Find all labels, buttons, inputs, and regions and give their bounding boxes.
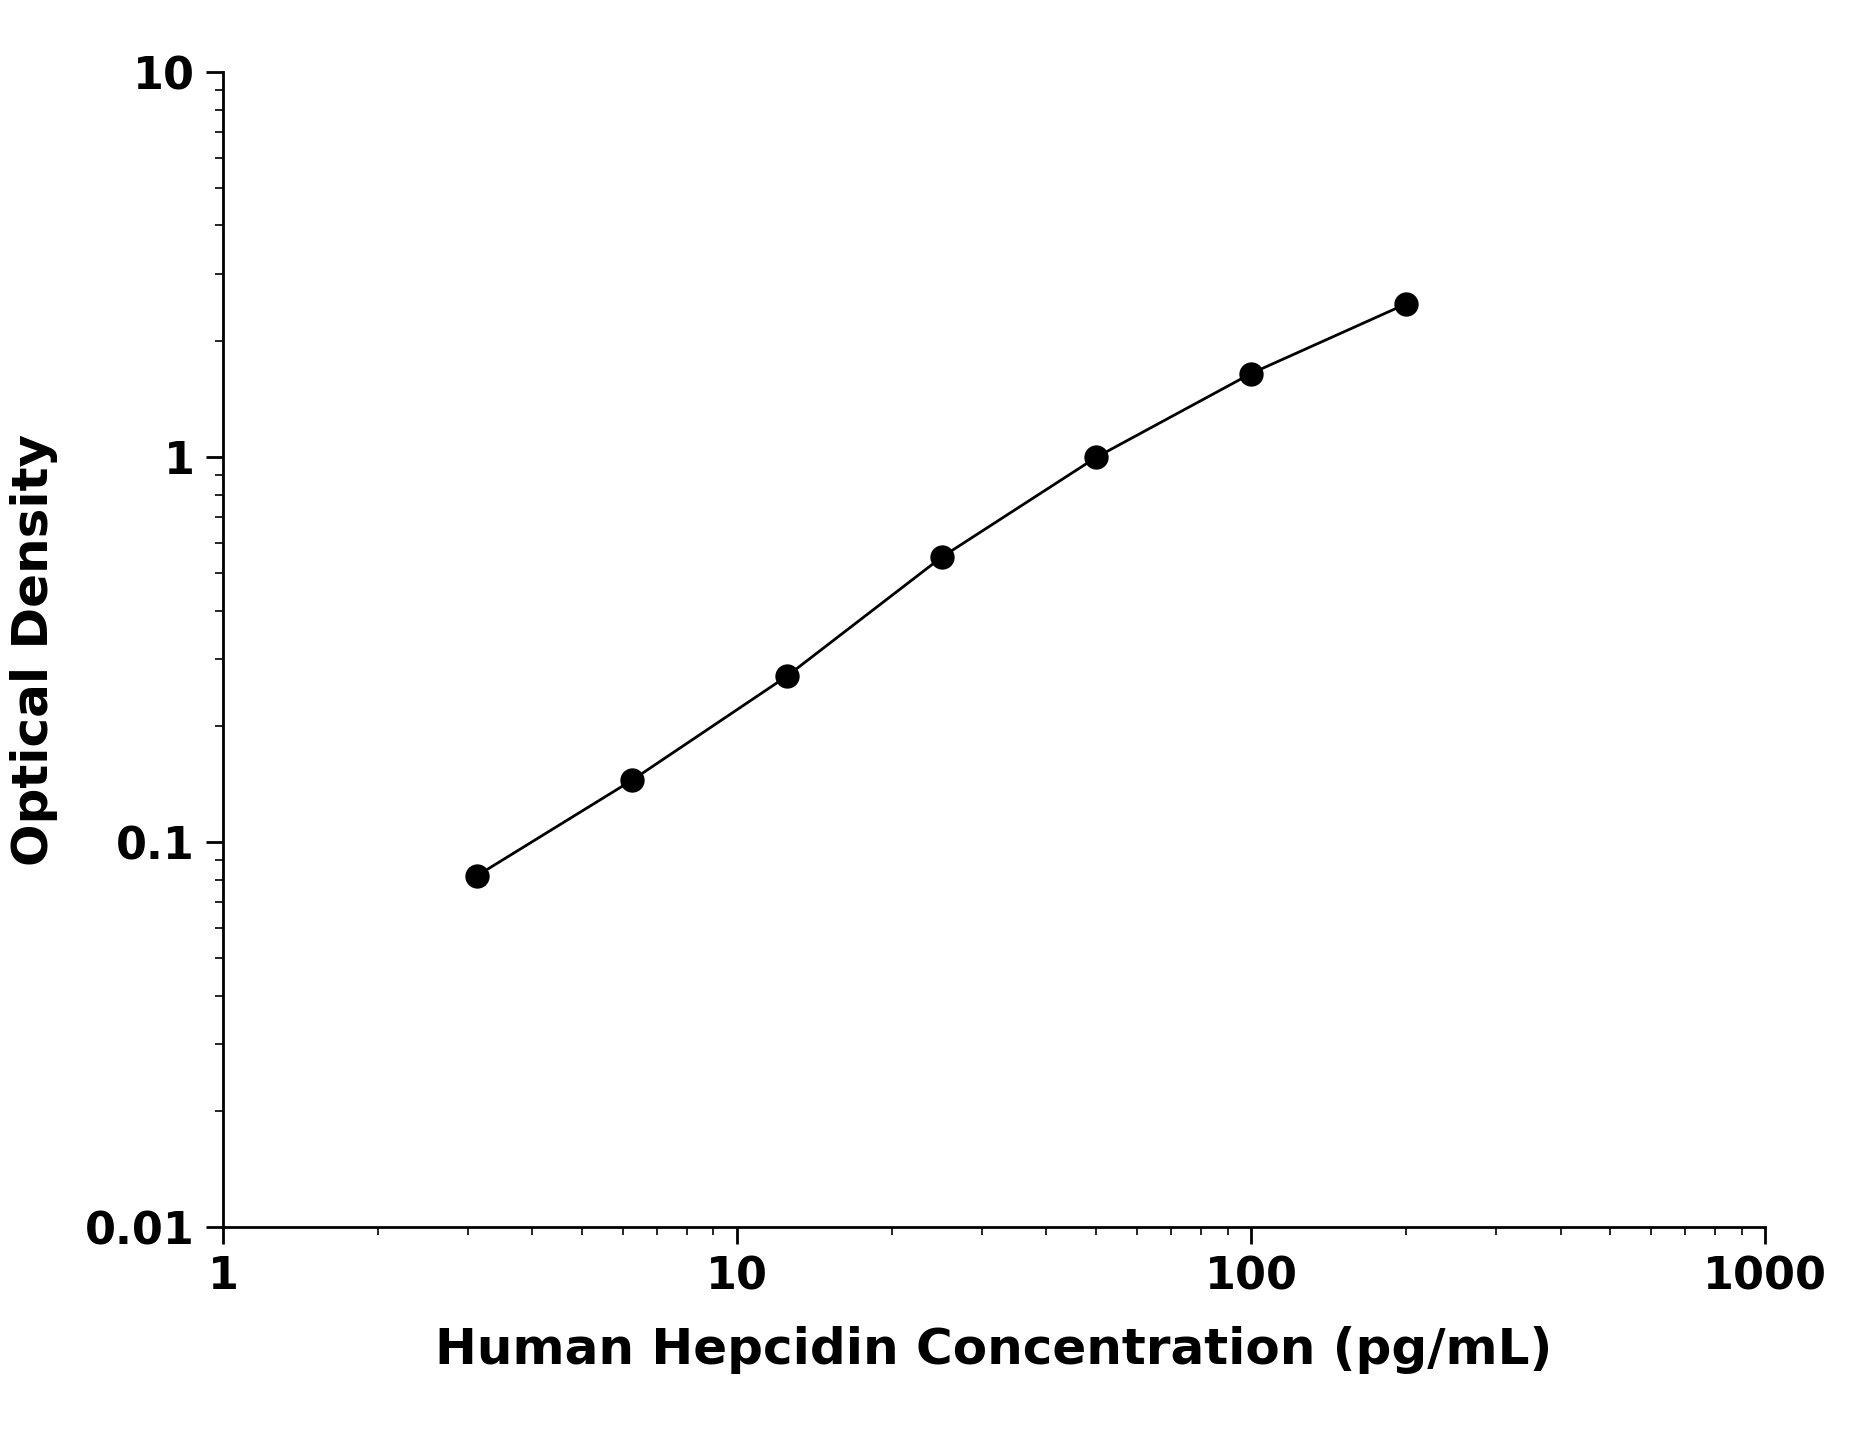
X-axis label: Human Hepcidin Concentration (pg/mL): Human Hepcidin Concentration (pg/mL) (435, 1326, 1552, 1373)
Y-axis label: Optical Density: Optical Density (9, 433, 58, 866)
